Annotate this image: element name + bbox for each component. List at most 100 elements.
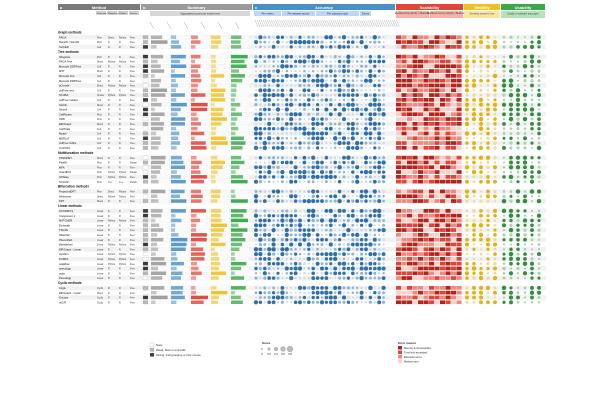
accuracy-circle — [360, 64, 364, 68]
usability-circle — [524, 84, 526, 87]
license-cell: Free — [130, 133, 135, 136]
usability-circle — [502, 166, 506, 169]
license-cell: Free — [130, 36, 135, 39]
stability-circle — [486, 127, 490, 131]
accuracy-circle — [329, 74, 333, 78]
accuracy-circle — [307, 170, 311, 174]
prior-indicator — [142, 247, 149, 252]
usability-circle — [522, 218, 528, 223]
accuracy-circle — [293, 194, 298, 199]
prior-indicator — [142, 179, 149, 184]
stability-circle — [472, 55, 476, 59]
scalability-cell — [440, 175, 446, 179]
col-label-tick — [328, 19, 332, 28]
accuracy-circle — [294, 291, 297, 294]
scalability-cell — [456, 261, 462, 266]
accuracy-circle — [355, 247, 359, 251]
scalability-cell — [434, 213, 440, 218]
accuracy-circle — [253, 145, 259, 151]
summary-bar-bg — [191, 223, 209, 227]
accuracy-circle — [334, 103, 337, 106]
prior-indicator — [142, 102, 149, 107]
scalability-cell — [407, 233, 413, 237]
accuracy-circle — [351, 199, 355, 203]
usability-circle — [515, 165, 521, 170]
scalability-cell — [451, 122, 457, 126]
scalability-cell — [418, 136, 424, 141]
accuracy-circle — [364, 98, 368, 101]
accuracy-circle — [281, 113, 284, 115]
accuracy-circle — [289, 295, 293, 300]
license-cell: Free — [130, 176, 135, 179]
scalability-cell — [418, 247, 424, 252]
accuracy-circle — [324, 262, 328, 266]
accuracy-circle — [263, 127, 267, 131]
summary-bar — [171, 223, 176, 227]
accuracy-circle — [325, 137, 328, 140]
accuracy-circle — [315, 78, 320, 83]
accuracy-circle — [342, 155, 346, 160]
accuracy-circle — [343, 190, 345, 193]
scalability-cell — [445, 69, 451, 73]
usability-circle — [508, 208, 514, 213]
accuracy-circle — [315, 103, 320, 107]
method-name: ouija — [59, 271, 65, 275]
wrapper-cell: R — [108, 57, 110, 59]
scalability-cell — [451, 247, 457, 252]
summary-bar — [191, 247, 204, 251]
summary-bar — [211, 194, 221, 198]
accuracy-circle — [346, 247, 351, 252]
stability-circle — [478, 116, 484, 122]
table-row — [58, 232, 546, 238]
summary-bar-bg — [151, 45, 169, 49]
accuracy-circle — [334, 98, 337, 101]
accuracy-circle — [272, 200, 275, 203]
accuracy-circle — [281, 122, 284, 125]
accuracy-circle — [351, 229, 354, 232]
summary-bar — [151, 179, 159, 184]
accuracy-circle — [294, 118, 297, 121]
usability-circle — [516, 74, 520, 78]
usability-circle — [537, 156, 541, 160]
accuracy-circle — [337, 131, 342, 136]
wrapper-cell: R — [108, 42, 110, 44]
accuracy-circle — [356, 79, 359, 82]
stability-circle — [493, 113, 497, 116]
stability-circle — [472, 247, 476, 251]
scalability-cell — [434, 194, 440, 199]
usability-circle — [530, 89, 534, 92]
summary-bar-bg — [231, 69, 249, 73]
accuracy-circle — [272, 219, 275, 222]
accuracy-circle — [285, 102, 289, 107]
accuracy-circle — [373, 83, 377, 88]
usability-circle — [516, 146, 520, 150]
wrapper-cell: R — [108, 298, 110, 300]
summary-bar — [231, 170, 236, 174]
accuracy-circle — [289, 122, 293, 126]
usability-circle — [508, 83, 514, 88]
accuracy-circle — [365, 291, 367, 294]
scalability-cell — [423, 83, 429, 88]
scalability-cell — [434, 237, 440, 242]
accuracy-circle — [364, 70, 368, 73]
scalability-cell — [429, 252, 435, 256]
summary-bar — [171, 194, 181, 198]
accuracy-subheader-0 — [254, 11, 281, 16]
usability-circle — [530, 238, 534, 241]
col-label-tick — [273, 19, 277, 28]
accuracy-circle — [360, 146, 364, 150]
platform-cell: Python — [119, 258, 127, 261]
col-label-tick — [381, 19, 386, 28]
summary-bar — [151, 199, 159, 203]
usability-circle — [524, 70, 526, 72]
accuracy-circle — [276, 233, 280, 237]
header-bar-1 — [141, 4, 252, 10]
accuracy-circle — [382, 36, 385, 39]
scalability-cell — [407, 261, 413, 266]
scalability-cell — [429, 247, 435, 252]
usability-circle — [501, 208, 507, 214]
scalability-cell — [451, 223, 457, 228]
accuracy-circle — [298, 199, 302, 203]
accuracy-circle — [360, 89, 363, 92]
col-label-tick — [338, 19, 343, 28]
